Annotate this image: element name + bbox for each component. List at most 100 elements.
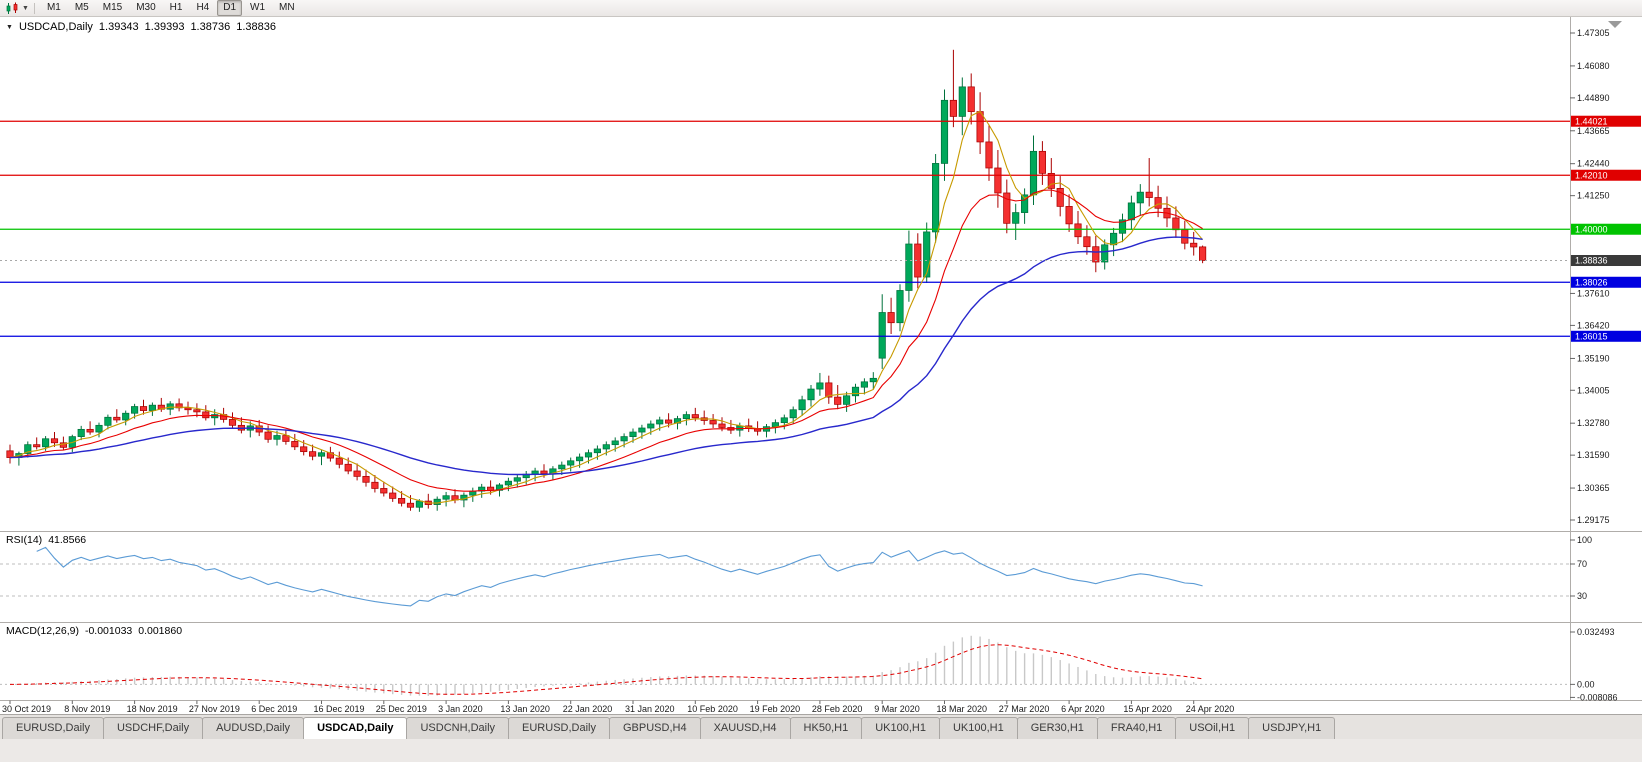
moving-average-sma5 xyxy=(9,110,1204,504)
svg-text:0.032493: 0.032493 xyxy=(1577,627,1615,637)
svg-text:10 Feb 2020: 10 Feb 2020 xyxy=(687,704,738,714)
chevron-down-icon[interactable]: ▼ xyxy=(22,4,29,12)
svg-text:1.32780: 1.32780 xyxy=(1577,418,1610,428)
svg-text:27 Mar 2020: 27 Mar 2020 xyxy=(999,704,1050,714)
rsi-indicator-value: 41.8566 xyxy=(48,534,87,546)
price-chip: 1.42010 xyxy=(1571,169,1641,181)
svg-text:70: 70 xyxy=(1577,559,1587,569)
chart-tab-uk100-h1[interactable]: UK100,H1 xyxy=(938,717,1018,739)
svg-text:18 Nov 2019: 18 Nov 2019 xyxy=(127,704,178,714)
chart-tab-usdjpy-h1[interactable]: USDJPY,H1 xyxy=(1248,717,1336,739)
horizontal-level-lines[interactable]: 1.44021 1.42010 1.40000 1.38026 1.36015 1.388… xyxy=(0,115,1641,342)
svg-text:31 Jan 2020: 31 Jan 2020 xyxy=(625,704,675,714)
chart-tab-hk50-h1[interactable]: HK50,H1 xyxy=(789,717,863,739)
rsi-pane: 100 70 30 xyxy=(0,535,1592,607)
price-chip: 1.40000 xyxy=(1571,223,1641,235)
chart-tab-eurusd-daily[interactable]: EURUSD,Daily xyxy=(2,717,104,739)
svg-text:1.38026: 1.38026 xyxy=(1575,277,1608,287)
rsi-label: RSI(14) 41.8566 xyxy=(6,534,86,546)
moving-average-ema13 xyxy=(9,189,1203,492)
svg-text:6 Dec 2019: 6 Dec 2019 xyxy=(251,704,297,714)
svg-text:24 Apr 2020: 24 Apr 2020 xyxy=(1186,704,1235,714)
svg-text:30: 30 xyxy=(1577,591,1587,601)
svg-text:13 Jan 2020: 13 Jan 2020 xyxy=(500,704,550,714)
candles-layer xyxy=(6,49,1207,512)
macd-signal-value: 0.001860 xyxy=(138,625,183,637)
svg-text:1.40000: 1.40000 xyxy=(1575,224,1608,234)
svg-text:1.42010: 1.42010 xyxy=(1575,170,1608,180)
svg-text:1.34005: 1.34005 xyxy=(1577,385,1610,395)
chart-tab-usdchf-daily[interactable]: USDCHF,Daily xyxy=(102,717,204,739)
timeframe-button-w1[interactable]: W1 xyxy=(250,2,266,13)
svg-text:1.37610: 1.37610 xyxy=(1577,288,1610,298)
svg-text:6 Apr 2020: 6 Apr 2020 xyxy=(1061,704,1105,714)
chart-tab-ger30-h1[interactable]: GER30,H1 xyxy=(1016,717,1098,739)
price-chart-canvas: 1.47305 1.46080 1.44890 1.43665 1.42440 1.412… xyxy=(0,17,1642,714)
svg-text:1.43665: 1.43665 xyxy=(1577,126,1610,136)
toolbar-separator xyxy=(33,2,35,14)
svg-text:1.30365: 1.30365 xyxy=(1577,483,1610,493)
svg-text:3 Jan 2020: 3 Jan 2020 xyxy=(438,704,483,714)
chart-tab-usoil-h1[interactable]: USOil,H1 xyxy=(1175,717,1250,739)
chart-tab-gbpusd-h4[interactable]: GBPUSD,H4 xyxy=(609,717,701,739)
timeframe-button-m5[interactable]: M5 xyxy=(74,2,89,13)
svg-text:27 Nov 2019: 27 Nov 2019 xyxy=(189,704,240,714)
macd-indicator-value: -0.001033 xyxy=(84,625,133,637)
svg-text:1.36015: 1.36015 xyxy=(1575,331,1608,341)
svg-text:1.36420: 1.36420 xyxy=(1577,320,1610,330)
timeframe-button-mn[interactable]: MN xyxy=(279,2,295,13)
chart-tab-audusd-daily[interactable]: AUDUSD,Daily xyxy=(202,717,305,739)
price-chip: 1.38836 xyxy=(1571,255,1641,267)
chart-region[interactable]: 1.47305 1.46080 1.44890 1.43665 1.42440 1.412… xyxy=(0,17,1642,714)
macd-label: MACD(12,26,9) -0.001033 0.001860 xyxy=(6,625,182,637)
macd-pane: 0.032493 0.00 -0.008086 xyxy=(0,627,1618,702)
timeframe-button-m1[interactable]: M1 xyxy=(46,2,61,13)
candlestick-chart-icon[interactable] xyxy=(4,2,21,15)
price-chip: 1.36015 xyxy=(1571,330,1641,342)
svg-text:1.35190: 1.35190 xyxy=(1577,353,1610,363)
timeframe-button-m30[interactable]: M30 xyxy=(136,2,156,13)
svg-text:1.38836: 1.38836 xyxy=(1575,256,1608,266)
macd-signal-line xyxy=(9,644,1203,695)
rsi-line xyxy=(36,546,1203,607)
chart-tab-fra40-h1[interactable]: FRA40,H1 xyxy=(1096,717,1177,739)
chart-tab-eurusd-daily[interactable]: EURUSD,Daily xyxy=(508,717,610,739)
chart-tab-usdcnh-daily[interactable]: USDCNH,Daily xyxy=(406,717,510,739)
timeframe-button-h1[interactable]: H1 xyxy=(169,2,183,13)
price-axis-ticks: 1.47305 1.46080 1.44890 1.43665 1.42440 1.412… xyxy=(1570,28,1610,525)
svg-text:30 Oct 2019: 30 Oct 2019 xyxy=(2,704,51,714)
chart-tab-uk100-h1[interactable]: UK100,H1 xyxy=(861,717,940,739)
svg-text:19 Feb 2020: 19 Feb 2020 xyxy=(750,704,801,714)
svg-text:9 Mar 2020: 9 Mar 2020 xyxy=(874,704,920,714)
svg-text:1.47305: 1.47305 xyxy=(1577,28,1610,38)
timeframe-button-d1[interactable]: D1 xyxy=(217,0,243,16)
timeframe-button-h4[interactable]: H4 xyxy=(196,2,210,13)
time-axis: 30 Oct 2019 8 Nov 2019 18 Nov 2019 27 Nov 2… xyxy=(2,700,1235,714)
svg-text:25 Dec 2019: 25 Dec 2019 xyxy=(376,704,427,714)
svg-text:0.00: 0.00 xyxy=(1577,679,1595,689)
svg-text:1.44890: 1.44890 xyxy=(1577,93,1610,103)
window-background xyxy=(0,739,1642,762)
svg-text:16 Dec 2019: 16 Dec 2019 xyxy=(314,704,365,714)
svg-text:1.46080: 1.46080 xyxy=(1577,61,1610,71)
chart-shift-marker-icon xyxy=(1608,21,1622,28)
price-chip: 1.38026 xyxy=(1571,276,1641,288)
svg-text:28 Feb 2020: 28 Feb 2020 xyxy=(812,704,863,714)
svg-text:18 Mar 2020: 18 Mar 2020 xyxy=(937,704,988,714)
svg-text:22 Jan 2020: 22 Jan 2020 xyxy=(563,704,613,714)
moving-average-ema34 xyxy=(9,236,1203,476)
timeframe-toolbar: ▼ M1 M5 M15 M30 H1 H4 D1 W1 MN xyxy=(0,0,1642,17)
svg-text:1.42440: 1.42440 xyxy=(1577,159,1610,169)
quote-close: 1.38836 xyxy=(236,21,276,33)
chart-tab-usdcad-daily[interactable]: USDCAD,Daily xyxy=(303,717,408,739)
timeframe-buttons-group: M1 M5 M15 M30 H1 H4 D1 W1 MN xyxy=(40,0,302,16)
quote-open: 1.39343 xyxy=(98,21,139,33)
price-chip: 1.44021 xyxy=(1571,115,1641,127)
timeframe-button-m15[interactable]: M15 xyxy=(102,2,123,13)
svg-text:1.44021: 1.44021 xyxy=(1575,116,1608,126)
chart-tab-xauusd-h4[interactable]: XAUUSD,H4 xyxy=(699,717,791,739)
macd-indicator-name: MACD(12,26,9) xyxy=(6,625,79,637)
chart-symbol-label: USDCAD,Daily xyxy=(18,21,93,33)
rsi-indicator-name: RSI(14) xyxy=(6,534,43,546)
chart-title: ▼ USDCAD,Daily 1.39343 1.39393 1.38736 1… xyxy=(6,21,276,33)
